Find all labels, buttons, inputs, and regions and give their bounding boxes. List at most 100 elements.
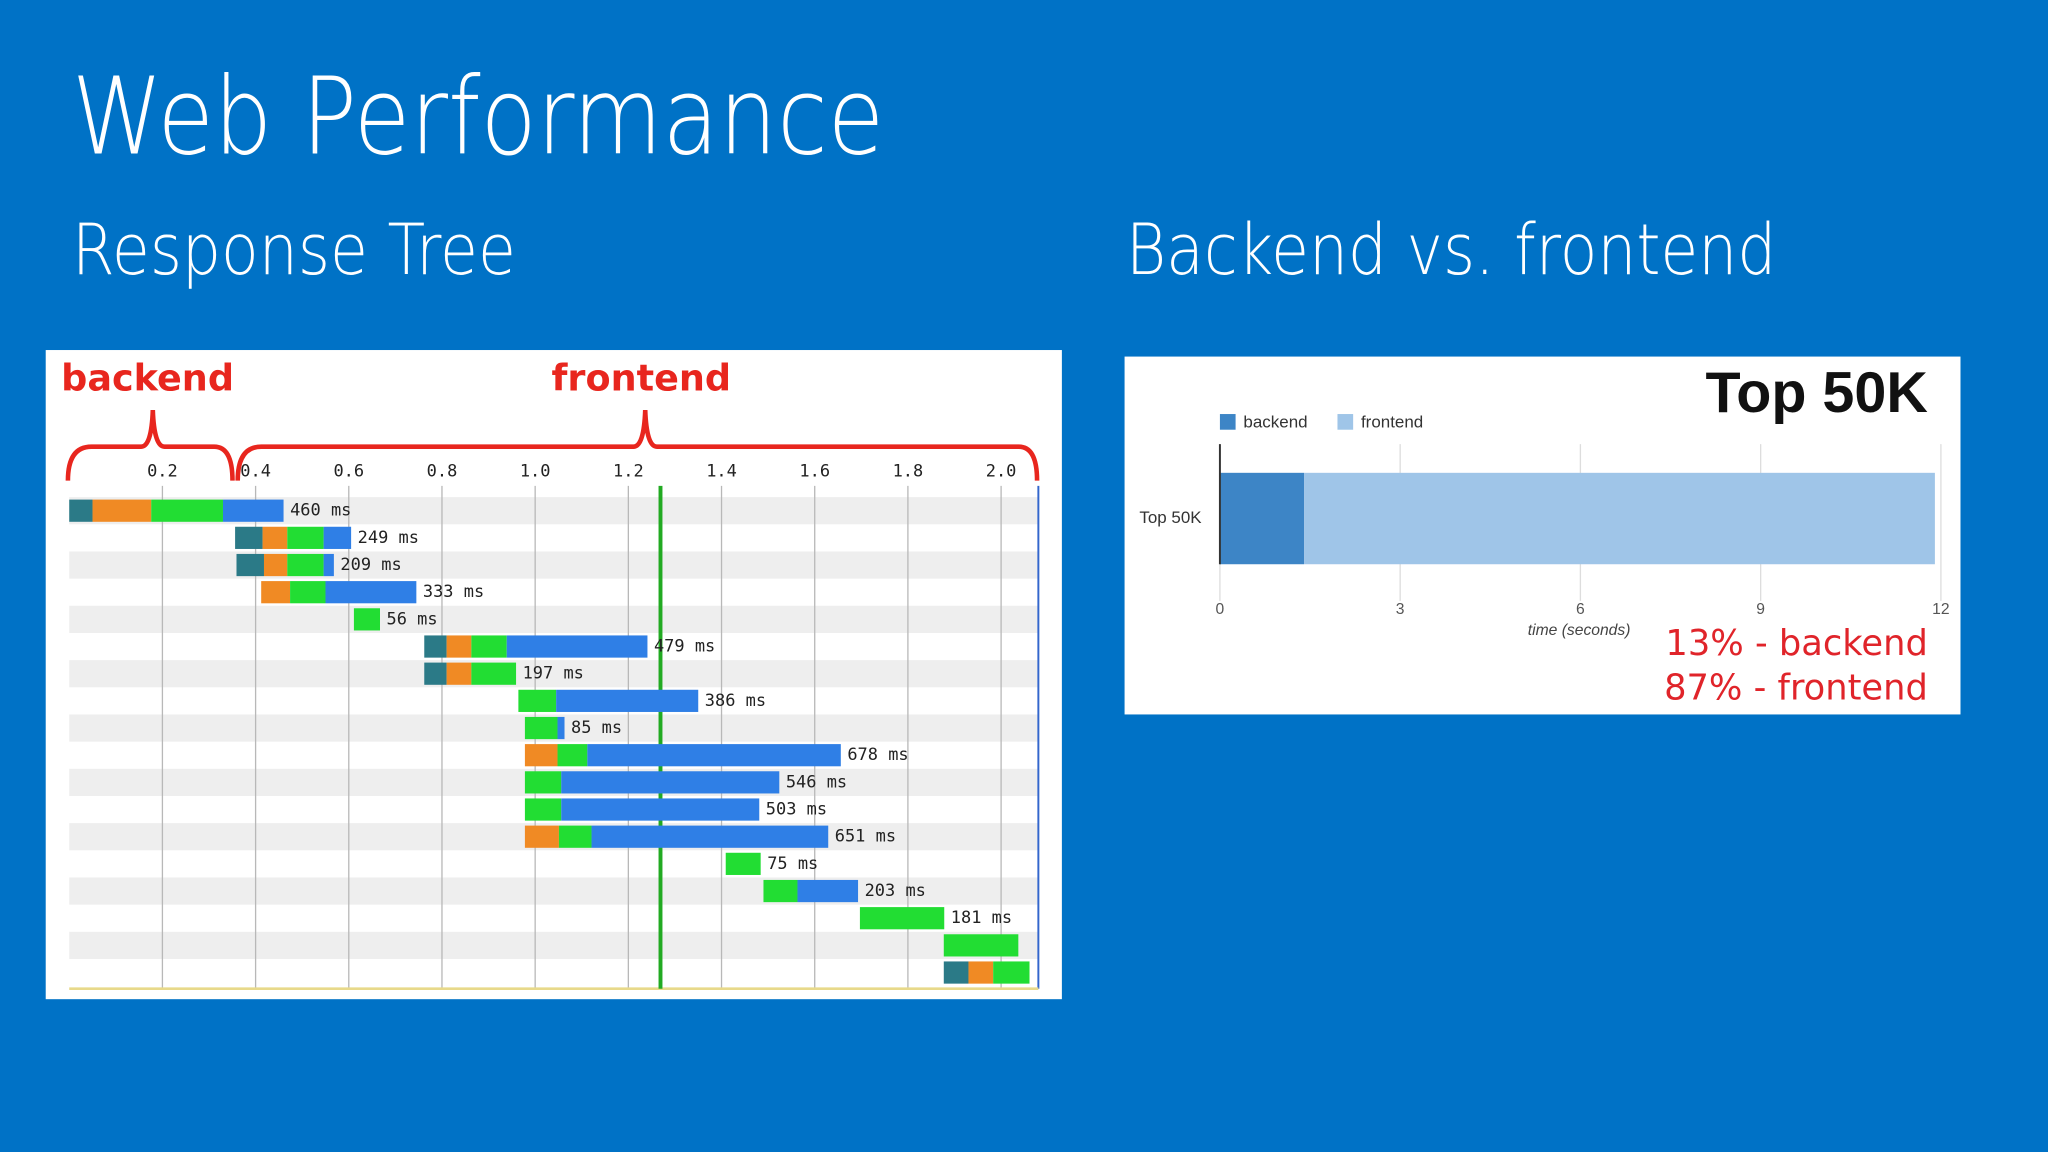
timing-segment <box>561 798 760 821</box>
timing-segment <box>943 961 969 984</box>
row-stripe <box>69 551 1039 579</box>
timing-segment <box>236 553 264 577</box>
timing-segment <box>506 635 648 658</box>
timing-segment <box>323 526 352 549</box>
timing-segment <box>558 825 592 848</box>
annotation: frontend <box>552 357 732 400</box>
timing-segment <box>556 689 699 712</box>
timing-segment <box>323 553 334 577</box>
timing-segment <box>325 581 417 604</box>
timing-segment <box>446 662 472 685</box>
x-tick-label: 2.0 <box>986 462 1017 482</box>
x-tick-label: 0.2 <box>147 462 178 482</box>
timing-segment <box>424 662 447 685</box>
legend-swatch <box>1219 414 1236 430</box>
annotation: backend <box>61 357 234 400</box>
brace <box>65 410 235 481</box>
request-row: 209 ms <box>236 553 402 577</box>
timing-segment <box>222 499 284 522</box>
timing-segment <box>262 526 288 549</box>
row-stripe <box>69 931 1039 959</box>
timing-segment <box>524 771 562 794</box>
request-row: 249 ms <box>235 526 419 549</box>
duration-label: 333 ms <box>423 582 484 602</box>
timing-segment <box>557 716 565 740</box>
duration-label: 85 ms <box>571 718 622 738</box>
timing-segment <box>263 553 288 577</box>
timing-segment <box>446 635 472 658</box>
timing-segment <box>92 499 152 522</box>
request-row: 75 ms <box>725 852 818 875</box>
timing-segment <box>69 499 93 522</box>
duration-label: 386 ms <box>705 691 766 711</box>
timing-segment <box>943 934 1019 957</box>
timing-segment <box>524 716 558 740</box>
duration-label: 181 ms <box>951 908 1012 928</box>
timing-segment <box>518 689 557 712</box>
duration-label: 203 ms <box>865 881 926 901</box>
timing-segment <box>763 879 798 903</box>
timing-segment <box>151 499 223 522</box>
x-tick-label: 0.4 <box>240 462 271 482</box>
duration-label: 209 ms <box>340 555 401 575</box>
timing-segment <box>591 825 829 848</box>
bar <box>1304 472 1935 565</box>
legend-label: backend <box>1243 413 1307 432</box>
x-tick-label: 1.0 <box>520 462 551 482</box>
duration-label: 75 ms <box>767 854 818 874</box>
slide-title: Web Performance <box>72 55 884 179</box>
x-tick-label: 1.6 <box>799 462 830 482</box>
timing-segment <box>471 635 507 658</box>
request-row: 85 ms <box>524 716 622 740</box>
timing-segment <box>993 961 1030 984</box>
x-tick-label: 0.6 <box>333 462 364 482</box>
timing-segment <box>524 825 559 848</box>
x-axis-label: time (seconds) <box>1528 622 1631 639</box>
request-row: 203 ms <box>763 879 926 903</box>
timing-segment <box>290 581 326 604</box>
request-row: 651 ms <box>524 825 896 848</box>
legend-label: frontend <box>1361 413 1423 432</box>
x-tick-label: 6 <box>1576 601 1585 618</box>
x-tick-label: 1.2 <box>613 462 644 482</box>
request-row: 460 ms <box>69 499 351 522</box>
timing-segment <box>859 907 945 930</box>
timing-segment <box>424 635 447 658</box>
timing-segment <box>261 581 291 604</box>
duration-label: 503 ms <box>766 800 827 820</box>
timing-segment <box>725 852 761 875</box>
request-row: 181 ms <box>859 907 1012 930</box>
timing-segment <box>524 798 562 821</box>
request-row: 546 ms <box>524 771 847 794</box>
row-stripe <box>69 877 1039 905</box>
request-row: 333 ms <box>261 581 484 604</box>
timing-segment <box>557 744 588 767</box>
request-row: 503 ms <box>524 798 827 821</box>
timing-segment <box>524 744 558 767</box>
duration-label: 56 ms <box>387 609 438 629</box>
row-stripe <box>69 605 1039 633</box>
timing-segment <box>235 526 263 549</box>
chart-title: Top 50K <box>1705 361 1927 425</box>
x-tick-label: 12 <box>1932 601 1949 618</box>
x-tick-label: 1.8 <box>893 462 924 482</box>
timing-segment <box>797 879 859 903</box>
request-row: 479 ms <box>424 635 715 658</box>
duration-label: 479 ms <box>654 637 715 657</box>
timing-segment <box>287 526 324 549</box>
annotation: 87% - frontend <box>1664 668 1928 709</box>
request-row <box>943 961 1030 984</box>
duration-label: 197 ms <box>523 664 584 684</box>
section-title: Response Tree <box>72 209 516 291</box>
x-tick-label: 9 <box>1756 601 1765 618</box>
timing-segment <box>968 961 994 984</box>
timing-segment <box>471 662 517 685</box>
duration-label: 460 ms <box>290 501 351 521</box>
section-title: Backend vs. frontend <box>1126 209 1776 291</box>
duration-label: 546 ms <box>786 772 847 792</box>
request-row: 197 ms <box>424 662 584 685</box>
request-row: 56 ms <box>353 608 438 631</box>
bar-chart: Top 50K backend frontend 0 3 6 9 12 Top 50K time … <box>1139 361 1949 708</box>
